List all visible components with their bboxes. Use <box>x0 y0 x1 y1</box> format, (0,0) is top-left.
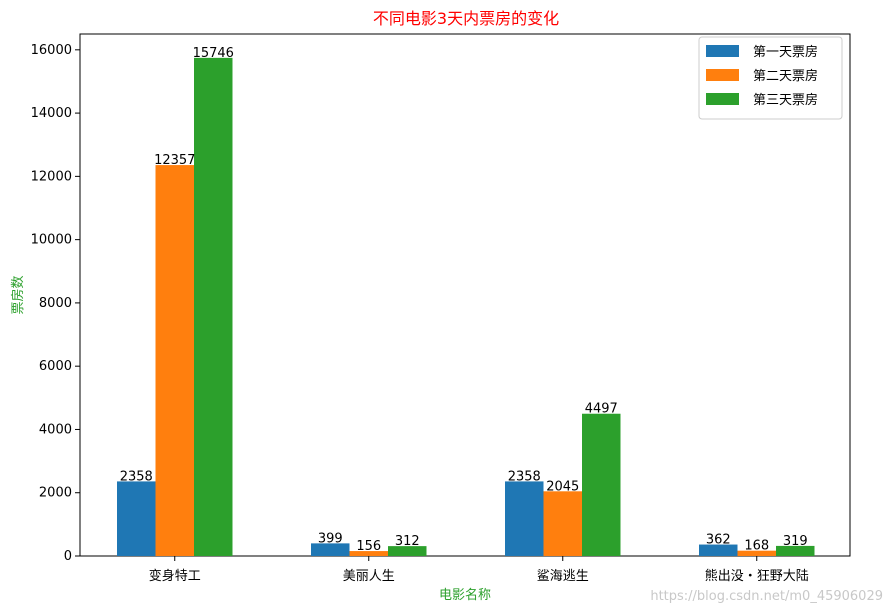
y-tick-label: 2000 <box>39 486 72 501</box>
y-tick-label: 10000 <box>31 233 72 248</box>
legend-swatch-3 <box>706 93 739 105</box>
bar-3-3 <box>582 413 621 556</box>
y-tick-label: 0 <box>64 549 72 564</box>
legend-swatch-1 <box>706 45 739 57</box>
x-tick-label: 鲨海逃生 <box>537 569 589 584</box>
chart-title: 不同电影3天内票房的变化 <box>373 9 559 28</box>
y-tick-label: 8000 <box>39 296 72 311</box>
bar-marks <box>117 57 815 556</box>
bar-2-2 <box>349 551 388 556</box>
data-label: 168 <box>744 539 769 554</box>
data-label: 362 <box>706 533 731 548</box>
legend-swatch-2 <box>706 69 739 81</box>
y-tick-label: 12000 <box>31 169 72 184</box>
watermark-text: https://blog.csdn.net/m0_45906029 <box>650 589 883 604</box>
x-tick-label: 熊出没・狂野大陆 <box>705 568 809 584</box>
bar-2-4 <box>737 550 776 556</box>
bar-1-3 <box>505 481 544 556</box>
y-tick-label: 14000 <box>31 106 72 121</box>
y-tick-label: 4000 <box>39 422 72 437</box>
data-label: 2045 <box>546 479 579 494</box>
bar-2-3 <box>543 491 582 556</box>
data-label: 319 <box>783 534 808 549</box>
bar-3-1 <box>194 57 233 556</box>
y-axis-label: 票房数 <box>10 275 26 314</box>
data-label: 312 <box>395 534 420 549</box>
x-axis-label: 电影名称 <box>439 587 491 603</box>
data-label: 2358 <box>508 469 541 484</box>
data-label: 2358 <box>120 469 153 484</box>
y-axis: 0 2000 4000 6000 8000 10000 12000 14000 16000 <box>31 43 80 564</box>
x-axis: 变身特工 美丽人生 鲨海逃生 熊出没・狂野大陆 <box>149 556 809 584</box>
x-tick-label: 美丽人生 <box>343 569 395 584</box>
data-label: 4497 <box>585 402 618 417</box>
legend-label-1: 第一天票房 <box>753 44 818 60</box>
bar-1-2 <box>311 543 350 556</box>
bar-2-1 <box>155 165 194 556</box>
data-label: 12357 <box>154 153 195 168</box>
bar-3-2 <box>388 546 427 556</box>
x-tick-label: 变身特工 <box>149 568 201 584</box>
y-tick-label: 16000 <box>31 43 72 58</box>
bar-3-4 <box>776 545 815 556</box>
y-tick-label: 6000 <box>39 359 72 374</box>
data-label: 15746 <box>193 46 234 61</box>
bar-1-4 <box>699 544 738 556</box>
data-label: 156 <box>356 539 381 554</box>
legend-label-2: 第二天票房 <box>753 68 818 84</box>
bar-1-1 <box>117 481 156 556</box>
data-labels: 2358 12357 15746 399 156 312 2358 2045 4497 362 16… <box>120 46 808 554</box>
data-label: 399 <box>318 531 343 546</box>
legend-label-3: 第三天票房 <box>753 92 818 108</box>
